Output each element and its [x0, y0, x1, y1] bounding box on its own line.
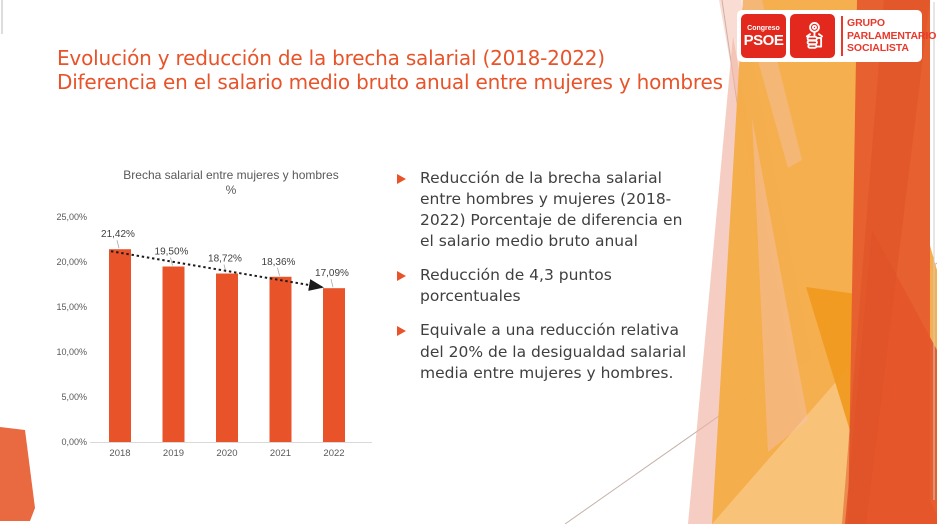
fist-and-rose-icon — [805, 22, 823, 49]
decor-dark-shard-right — [848, 0, 937, 524]
data-label-leader-line — [277, 267, 280, 276]
data-label-leader-line — [170, 257, 173, 266]
bar-2019 — [162, 266, 185, 442]
chart-subtitle: % — [226, 183, 237, 197]
bullet-text: Reducción de 4,3 puntos porcentuales — [420, 266, 612, 306]
bullet-triangle-icon — [397, 174, 406, 184]
bar-2021 — [269, 276, 292, 442]
salary-gap-chart: Brecha salarial entre mujeres y hombres%… — [56, 168, 372, 459]
bar-2018 — [109, 249, 131, 442]
decor-bright-amber-shard — [806, 287, 885, 434]
bullet-triangle-icon — [397, 271, 406, 282]
congreso-label: Congreso — [747, 24, 780, 32]
trendline — [110, 250, 324, 291]
chart-title: Brecha salarial entre mujeres y hombres — [123, 168, 338, 182]
y-axis-tick: 5,00% — [61, 392, 87, 402]
group-name-line2: PARLAMENTARIO — [847, 29, 937, 42]
bar-2020 — [216, 273, 238, 442]
x-axis-tick: 2018 — [109, 448, 130, 459]
y-axis-tick: 20,00% — [56, 257, 87, 267]
psoe-emblem-badge — [790, 14, 835, 58]
bullet-text: Equivale a una reducción relativa del 20… — [420, 321, 687, 382]
y-axis-tick: 15,00% — [56, 302, 87, 312]
decor-light-amber-shard — [712, 368, 937, 524]
psoe-congreso-badge: Congreso PSOE — [741, 14, 786, 58]
bullet-triangle-icon — [397, 326, 406, 337]
data-label: 18,36% — [262, 257, 296, 268]
slide-title-line1: Evolución y reducción de la brecha salar… — [57, 46, 605, 70]
group-name: GRUPO PARLAMENTARIO SOCIALISTA — [847, 17, 936, 55]
bullet-text: Reducción de la brecha salarial entre ho… — [420, 169, 683, 251]
data-label: 17,09% — [315, 268, 349, 279]
group-name-line3: SOCIALISTA — [847, 42, 909, 55]
y-axis-tick: 25,00% — [56, 212, 87, 222]
decor-pink-shard — [688, 36, 820, 524]
group-name-line1: GRUPO — [847, 16, 886, 29]
slide-title-line2: Diferencia en el salario medio bruto anu… — [57, 70, 723, 94]
decor-dark-shard-cross — [842, 0, 930, 524]
chart-container: Brecha salarial entre mujeres y hombres%… — [40, 160, 380, 470]
bullet-item-2: Reducción de 4,3 puntos porcentuales — [395, 265, 697, 307]
bar-2022 — [323, 288, 345, 442]
x-axis-tick: 2020 — [216, 448, 237, 459]
decor-left-wedge — [0, 427, 35, 521]
x-axis-tick: 2022 — [323, 448, 344, 459]
decor-dark-shard-triangle — [845, 230, 937, 524]
psoe-label: PSOE — [743, 31, 784, 49]
x-axis-tick: 2021 — [270, 448, 291, 459]
bullet-item-1: Reducción de la brecha salarial entre ho… — [395, 168, 697, 252]
y-axis-tick: 10,00% — [56, 347, 87, 357]
x-axis-tick: 2019 — [163, 448, 184, 459]
logo-divider — [841, 16, 843, 56]
data-label: 19,50% — [155, 247, 189, 258]
data-label-leader-line — [330, 279, 334, 288]
data-label: 21,42% — [101, 229, 135, 240]
bullet-list: Reducción de la brecha salarial entre ho… — [395, 168, 697, 397]
bullet-item-3: Equivale a una reducción relativa del 20… — [395, 320, 697, 383]
y-axis-tick: 0,00% — [61, 437, 87, 447]
data-label: 18,72% — [208, 254, 242, 265]
decor-pink-overlay — [752, 118, 808, 452]
psoe-logo-block: Congreso PSOE GRUPO PARLAM — [737, 10, 936, 62]
data-label-leader-line — [116, 240, 120, 249]
slide-title: Evolución y reducción de la brecha salar… — [57, 46, 757, 94]
